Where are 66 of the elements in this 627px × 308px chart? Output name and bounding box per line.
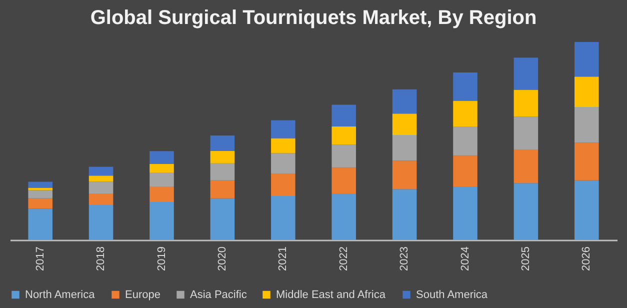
bar bbox=[574, 76, 599, 107]
bar bbox=[271, 120, 296, 138]
bar bbox=[28, 198, 52, 209]
bar bbox=[392, 89, 417, 114]
bar bbox=[150, 164, 174, 173]
bar bbox=[453, 186, 478, 240]
bar bbox=[453, 100, 478, 127]
bar bbox=[453, 126, 478, 156]
bar bbox=[88, 182, 114, 194]
legend-label: North America bbox=[25, 288, 96, 301]
bar bbox=[392, 189, 417, 240]
bar bbox=[271, 138, 296, 154]
bar bbox=[453, 72, 478, 101]
bar bbox=[88, 193, 114, 205]
bar bbox=[392, 135, 417, 161]
bar bbox=[514, 150, 538, 184]
chart-title: Global Surgical Tourniquets Market, By Region bbox=[90, 7, 537, 29]
bar bbox=[514, 116, 538, 150]
x-tick-label: 2017 bbox=[34, 246, 46, 271]
bar bbox=[453, 156, 478, 187]
x-tick-label: 2024 bbox=[459, 246, 472, 271]
bar bbox=[332, 193, 356, 240]
bar bbox=[574, 42, 599, 77]
bar bbox=[28, 182, 52, 188]
x-tick-label: 2021 bbox=[277, 246, 290, 271]
legend-label: Middle East and Africa bbox=[276, 288, 386, 301]
bar bbox=[392, 160, 417, 190]
bar bbox=[88, 176, 114, 182]
legend-label: South America bbox=[416, 288, 488, 301]
bar bbox=[210, 150, 235, 164]
bar bbox=[271, 153, 296, 174]
x-tick-label: 2023 bbox=[398, 246, 411, 271]
x-tick-label: 2025 bbox=[520, 246, 532, 271]
bar bbox=[514, 183, 538, 240]
x-tick-label: 2026 bbox=[580, 246, 593, 271]
bar bbox=[271, 174, 296, 196]
bar bbox=[150, 172, 174, 187]
x-tick-label: 2019 bbox=[156, 246, 168, 271]
bar bbox=[271, 196, 296, 240]
bar bbox=[514, 58, 538, 90]
bar bbox=[210, 180, 235, 198]
legend-label: Asia Pacific bbox=[190, 288, 248, 301]
x-tick-label: 2020 bbox=[216, 246, 228, 271]
bar bbox=[574, 106, 599, 143]
bar bbox=[514, 90, 538, 117]
bar bbox=[88, 204, 114, 240]
bar bbox=[332, 104, 356, 127]
bar bbox=[28, 190, 52, 198]
x-tick-label: 2018 bbox=[95, 246, 108, 271]
bar bbox=[210, 163, 235, 180]
bar bbox=[210, 198, 235, 240]
bar bbox=[574, 180, 599, 240]
bar bbox=[332, 168, 356, 194]
bar bbox=[88, 166, 114, 176]
bar bbox=[332, 126, 356, 145]
bar bbox=[210, 135, 235, 151]
bar bbox=[392, 114, 417, 136]
bar bbox=[28, 208, 52, 240]
bar bbox=[332, 144, 356, 168]
bar bbox=[28, 188, 52, 190]
bar bbox=[150, 151, 174, 164]
bar bbox=[574, 142, 599, 180]
bar bbox=[150, 202, 174, 240]
bar bbox=[150, 186, 174, 202]
x-tick-label: 2022 bbox=[338, 246, 350, 271]
legend-label: Europe bbox=[125, 288, 160, 301]
